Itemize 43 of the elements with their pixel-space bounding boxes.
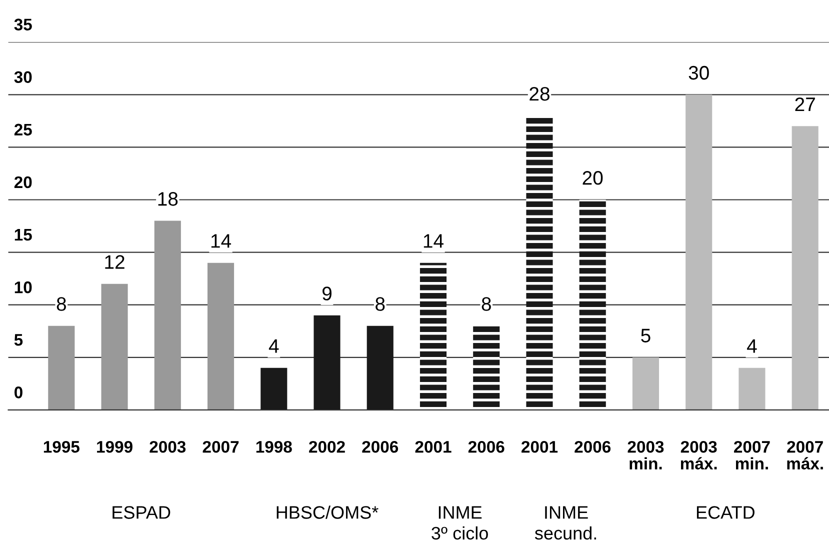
x-tick-label: 2007	[202, 440, 239, 453]
data-label: 18	[158, 192, 178, 206]
y-tick-label: 30	[14, 71, 32, 84]
x-tick-label: 1998	[256, 440, 292, 453]
x-tick-label: 2006	[468, 440, 504, 453]
text: INME 3º ciclo	[432, 506, 488, 540]
data-label: 8	[376, 297, 385, 311]
x-tick-label: 2003 min.	[628, 440, 664, 470]
data-label: 14	[211, 234, 232, 248]
text: INME secund.	[534, 506, 596, 540]
text: ESPAD	[112, 506, 170, 519]
x-tick-label: 2003 máx.	[680, 440, 717, 470]
data-label: 27	[795, 97, 815, 112]
x-tick-label: 2007 min.	[734, 440, 770, 470]
x-tick-label: 2007 máx.	[787, 440, 823, 470]
y-tick-label: 25	[14, 124, 32, 136]
x-tick-label: 1995	[44, 440, 80, 453]
data-label: 4	[747, 339, 757, 353]
text: ECATD	[696, 506, 754, 519]
x-tick-label: 2003	[150, 440, 186, 453]
data-label: 20	[582, 171, 603, 185]
y-tick-label: 0	[14, 386, 22, 398]
y-tick-label: 15	[14, 229, 32, 241]
y-tick-label: 5	[14, 334, 23, 346]
data-label: 8	[56, 297, 66, 311]
data-label: 30	[688, 66, 709, 80]
x-tick-label: 2006	[574, 440, 611, 453]
x-tick-label: 2001	[522, 440, 558, 453]
x-tick-label: 2001	[415, 440, 452, 453]
y-tick-label: 35	[14, 18, 32, 30]
y-tick-label: 20	[14, 176, 32, 188]
x-tick-label: 1999	[97, 440, 132, 453]
data-label: 4	[268, 339, 279, 353]
data-label: 28	[530, 86, 550, 101]
data-label: 9	[322, 286, 332, 300]
data-label: 12	[105, 255, 124, 269]
x-tick-label: 2006	[362, 440, 398, 453]
data-label: 5	[641, 328, 650, 342]
x-tick-label: 2002	[309, 440, 345, 453]
data-label: 14	[424, 234, 444, 248]
y-tick-label: 10	[14, 281, 32, 294]
text: HBSC/OMS*	[276, 506, 378, 519]
data-label: 8	[482, 297, 491, 311]
